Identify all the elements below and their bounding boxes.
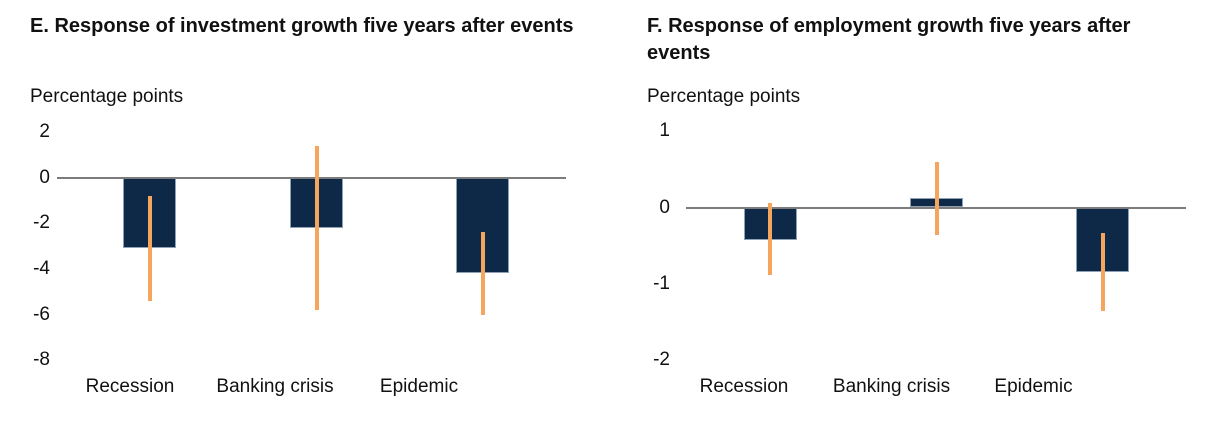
category-label-epidemic: Epidemic: [994, 376, 1073, 397]
y-tick-label: -6: [33, 303, 50, 325]
error-bar-epidemic: [1100, 233, 1105, 312]
y-tick-label: -1: [653, 272, 670, 294]
error-bar-recession: [147, 195, 152, 301]
error-bar-epidemic: [480, 232, 485, 315]
y-tick-label: 0: [39, 166, 50, 188]
error-bar-banking-crisis: [314, 145, 319, 311]
y-tick-label: -4: [33, 257, 50, 279]
y-tick-label: 2: [39, 120, 50, 142]
chart-panel-f-employment: F. Response of employment growth five ye…: [603, 0, 1205, 432]
error-bar-banking-crisis: [934, 161, 939, 235]
plot-area: 2 0 -2 -4 -6 -8 Recession Banking crisis Epidemi…: [0, 0, 602, 432]
error-bar-recession: [768, 202, 772, 275]
y-tick-label: -2: [33, 212, 50, 234]
chart-panel-e-investment: E. Response of investment growth five ye…: [0, 0, 602, 432]
category-label-epidemic: Epidemic: [379, 376, 459, 397]
plot-area: 1 0 -1 -2 Recession Banking crisis Epidemic: [603, 0, 1205, 432]
y-tick-label: 0: [659, 196, 670, 218]
category-label-recession: Recession: [85, 376, 175, 397]
y-axis-unit-label: Percentage points: [647, 86, 801, 107]
chart-title-f: F. Response of employment growth five ye…: [647, 15, 1131, 64]
y-tick-label: -2: [653, 349, 670, 371]
y-tick-label: -8: [33, 349, 50, 371]
y-axis-unit-label: Percentage points: [30, 86, 184, 107]
chart-title-e: E. Response of investment growth five ye…: [30, 15, 574, 37]
category-label-banking-crisis: Banking crisis: [216, 376, 334, 397]
y-tick-label: 1: [659, 120, 670, 142]
category-label-banking-crisis: Banking crisis: [832, 376, 951, 397]
x-axis-line: [57, 176, 566, 179]
category-label-recession: Recession: [699, 376, 789, 397]
